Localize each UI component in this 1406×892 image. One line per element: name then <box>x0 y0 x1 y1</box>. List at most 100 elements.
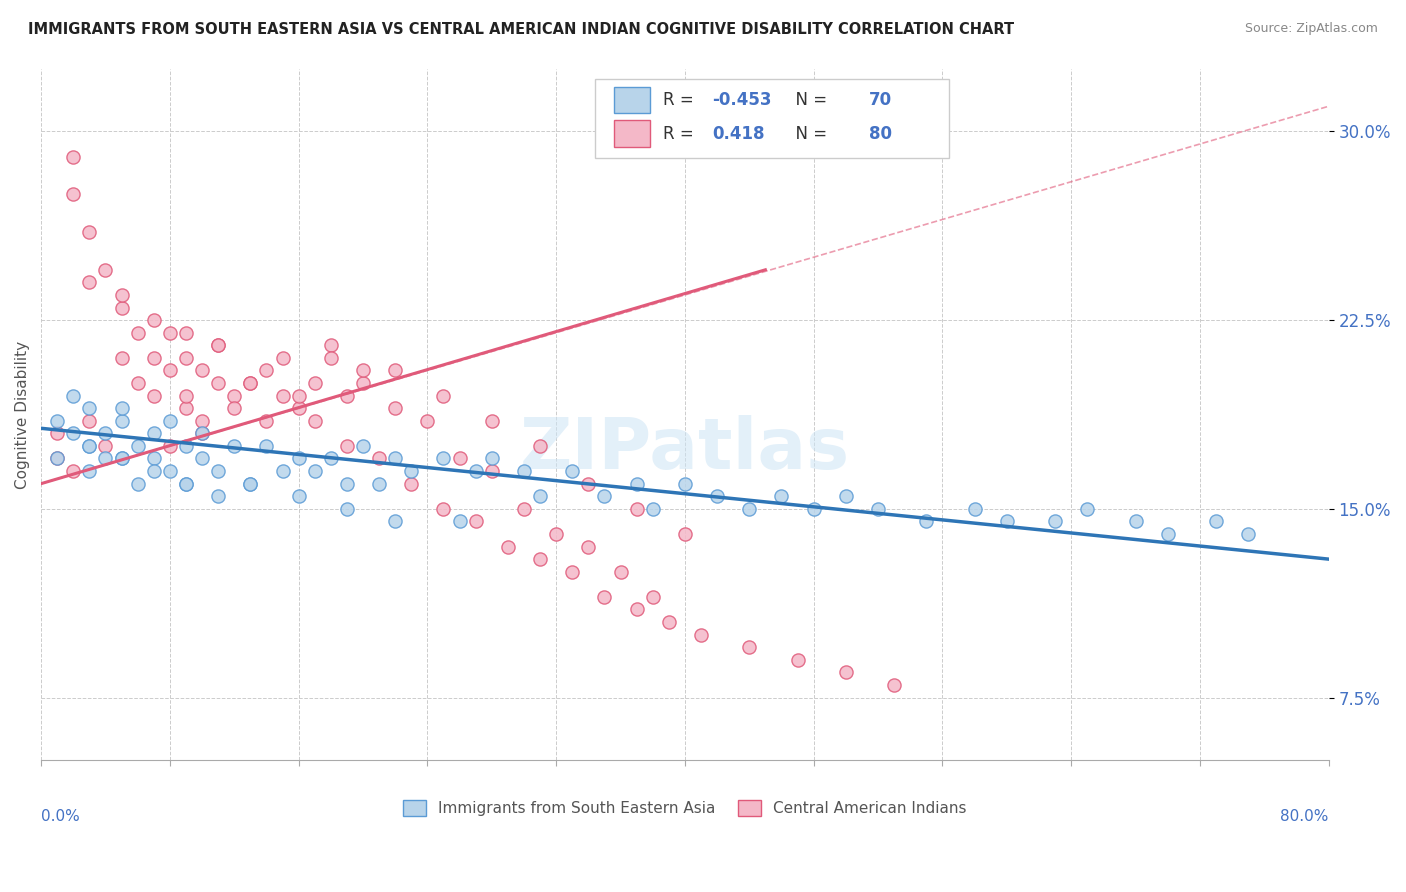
Point <box>110 288 132 302</box>
Point <box>271 464 294 478</box>
Point <box>336 439 359 453</box>
Point <box>336 476 359 491</box>
Point <box>46 414 69 428</box>
Point <box>287 489 309 503</box>
FancyBboxPatch shape <box>595 78 949 159</box>
Point <box>207 464 229 478</box>
Point <box>319 338 342 352</box>
Text: 0.418: 0.418 <box>711 125 765 144</box>
Point <box>304 376 326 390</box>
Point <box>142 351 165 365</box>
Text: N =: N = <box>786 91 832 110</box>
Point <box>432 501 454 516</box>
Bar <box>614 120 650 146</box>
Point <box>239 476 262 491</box>
Point <box>239 476 262 491</box>
Point <box>384 401 406 416</box>
Point <box>368 476 391 491</box>
Text: ZIPatlas: ZIPatlas <box>520 415 851 483</box>
Point <box>271 351 294 365</box>
Point <box>529 552 551 566</box>
Point <box>46 451 69 466</box>
Point <box>239 376 262 390</box>
Point <box>529 439 551 453</box>
Point <box>995 515 1018 529</box>
Point <box>62 187 84 202</box>
Point <box>207 489 229 503</box>
Point <box>224 439 246 453</box>
Text: IMMIGRANTS FROM SOUTH EASTERN ASIA VS CENTRAL AMERICAN INDIAN COGNITIVE DISABILI: IMMIGRANTS FROM SOUTH EASTERN ASIA VS CE… <box>28 22 1014 37</box>
Point <box>159 326 181 340</box>
Point <box>239 376 262 390</box>
Point <box>352 363 374 377</box>
Point <box>174 326 197 340</box>
Point <box>142 313 165 327</box>
Point <box>110 451 132 466</box>
Point <box>224 401 246 416</box>
Point <box>641 590 664 604</box>
Point <box>79 414 101 428</box>
Point <box>866 501 889 516</box>
Point <box>513 501 536 516</box>
Point <box>174 401 197 416</box>
Text: 0.0%: 0.0% <box>41 809 80 824</box>
Point <box>319 351 342 365</box>
Point <box>142 388 165 402</box>
Point <box>641 501 664 516</box>
Point <box>79 439 101 453</box>
Point <box>384 515 406 529</box>
Point <box>673 527 696 541</box>
Point <box>1205 515 1227 529</box>
Point <box>94 426 117 441</box>
Point <box>576 476 599 491</box>
Bar <box>614 87 650 113</box>
Point <box>174 476 197 491</box>
Text: -0.453: -0.453 <box>711 91 772 110</box>
Point <box>207 338 229 352</box>
Point <box>254 363 277 377</box>
Point <box>46 451 69 466</box>
Point <box>62 464 84 478</box>
Point <box>576 540 599 554</box>
Text: R =: R = <box>664 91 699 110</box>
Point <box>94 262 117 277</box>
Point <box>191 363 214 377</box>
Point <box>673 476 696 491</box>
Point <box>963 501 986 516</box>
Point <box>191 451 214 466</box>
Point <box>127 439 149 453</box>
Point <box>94 451 117 466</box>
Point <box>174 388 197 402</box>
Point <box>159 363 181 377</box>
Point <box>835 665 858 680</box>
Point <box>481 464 503 478</box>
Point <box>384 451 406 466</box>
Point <box>593 489 616 503</box>
Point <box>464 515 486 529</box>
Y-axis label: Cognitive Disability: Cognitive Disability <box>15 341 30 489</box>
Point <box>174 351 197 365</box>
Point <box>79 464 101 478</box>
Point <box>79 276 101 290</box>
Point <box>319 451 342 466</box>
Point <box>1125 515 1147 529</box>
Point <box>174 476 197 491</box>
Point <box>401 476 423 491</box>
Point <box>561 565 583 579</box>
Point <box>706 489 728 503</box>
Point <box>416 414 439 428</box>
Point <box>449 451 471 466</box>
Point <box>481 451 503 466</box>
Point <box>336 388 359 402</box>
Point <box>352 439 374 453</box>
Point <box>127 376 149 390</box>
Point <box>304 414 326 428</box>
Text: Source: ZipAtlas.com: Source: ZipAtlas.com <box>1244 22 1378 36</box>
Point <box>529 489 551 503</box>
Point <box>626 476 648 491</box>
Point <box>110 351 132 365</box>
Point <box>159 464 181 478</box>
Point <box>401 464 423 478</box>
Point <box>449 515 471 529</box>
Point <box>626 602 648 616</box>
